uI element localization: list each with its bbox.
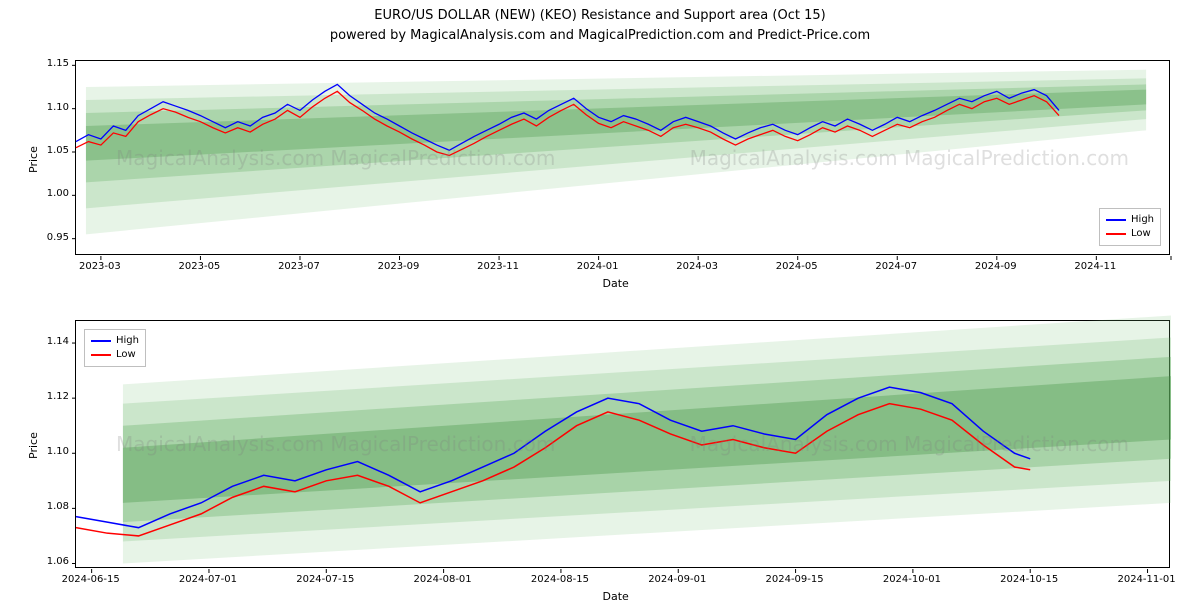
legend-label: Low [1131, 227, 1151, 241]
legend-bottom: HighLow [84, 329, 146, 367]
x-tick-label: 2024-09-15 [760, 574, 830, 585]
legend-item: High [1106, 213, 1154, 227]
x-tick-label: 2024-08-15 [525, 574, 595, 585]
legend-label: High [1131, 213, 1154, 227]
legend-swatch [1106, 219, 1126, 221]
y-tick-label: 1.10 [35, 446, 69, 457]
y-tick-label: 0.95 [35, 232, 69, 243]
x-tick-label: 2024-07-15 [290, 574, 360, 585]
legend-item: High [91, 334, 139, 348]
x-tick-label: 2024-11-01 [1112, 574, 1182, 585]
y-tick-label: 1.15 [35, 58, 69, 69]
x-tick-label: 2024-08-01 [408, 574, 478, 585]
x-tick-label: 2024-07-01 [173, 574, 243, 585]
x-tick-label: 2024-01 [563, 261, 633, 272]
legend-top: HighLow [1099, 208, 1161, 246]
x-tick-label: 2023-11 [463, 261, 533, 272]
legend-swatch [1106, 233, 1126, 235]
y-tick-label: 1.14 [35, 336, 69, 347]
y-tick-label: 1.05 [35, 145, 69, 156]
legend-item: Low [91, 348, 139, 362]
legend-label: Low [116, 348, 136, 362]
x-tick-label: 2024-10-15 [994, 574, 1064, 585]
x-tick-label: 2023-07 [264, 261, 334, 272]
chart-svg-top [76, 61, 1171, 256]
x-tick-label: 2024-10-01 [877, 574, 947, 585]
legend-item: Low [1106, 227, 1154, 241]
x-tick-label: 2024-09 [961, 261, 1031, 272]
legend-swatch [91, 354, 111, 356]
legend-swatch [91, 340, 111, 342]
x-tick-label: 2024-05 [762, 261, 832, 272]
chart-title: EURO/US DOLLAR (NEW) (KEO) Resistance an… [0, 8, 1200, 23]
x-tick-label: 2024-06-15 [56, 574, 126, 585]
chart-panel-bottom: MagicalAnalysis.com MagicalPrediction.co… [75, 320, 1170, 568]
y-tick-label: 1.10 [35, 102, 69, 113]
x-tick-label: 2024-09-01 [642, 574, 712, 585]
x-tick-label: 2023-03 [65, 261, 135, 272]
x-tick-label: 2024-07 [861, 261, 931, 272]
y-tick-label: 1.06 [35, 556, 69, 567]
x-tick-label: 2023-05 [164, 261, 234, 272]
chart-subtitle: powered by MagicalAnalysis.com and Magic… [0, 28, 1200, 43]
legend-label: High [116, 334, 139, 348]
chart-panel-top: MagicalAnalysis.com MagicalPrediction.co… [75, 60, 1170, 255]
figure: EURO/US DOLLAR (NEW) (KEO) Resistance an… [0, 0, 1200, 600]
chart-svg-bottom [76, 321, 1171, 569]
x-axis-label: Date [603, 277, 629, 290]
x-tick-label: 2024-03 [662, 261, 732, 272]
x-axis-label: Date [603, 590, 629, 603]
x-tick-label: 2023-09 [364, 261, 434, 272]
y-tick-label: 1.12 [35, 391, 69, 402]
y-tick-label: 1.08 [35, 501, 69, 512]
y-tick-label: 1.00 [35, 188, 69, 199]
x-tick-label: 2024-11 [1060, 261, 1130, 272]
